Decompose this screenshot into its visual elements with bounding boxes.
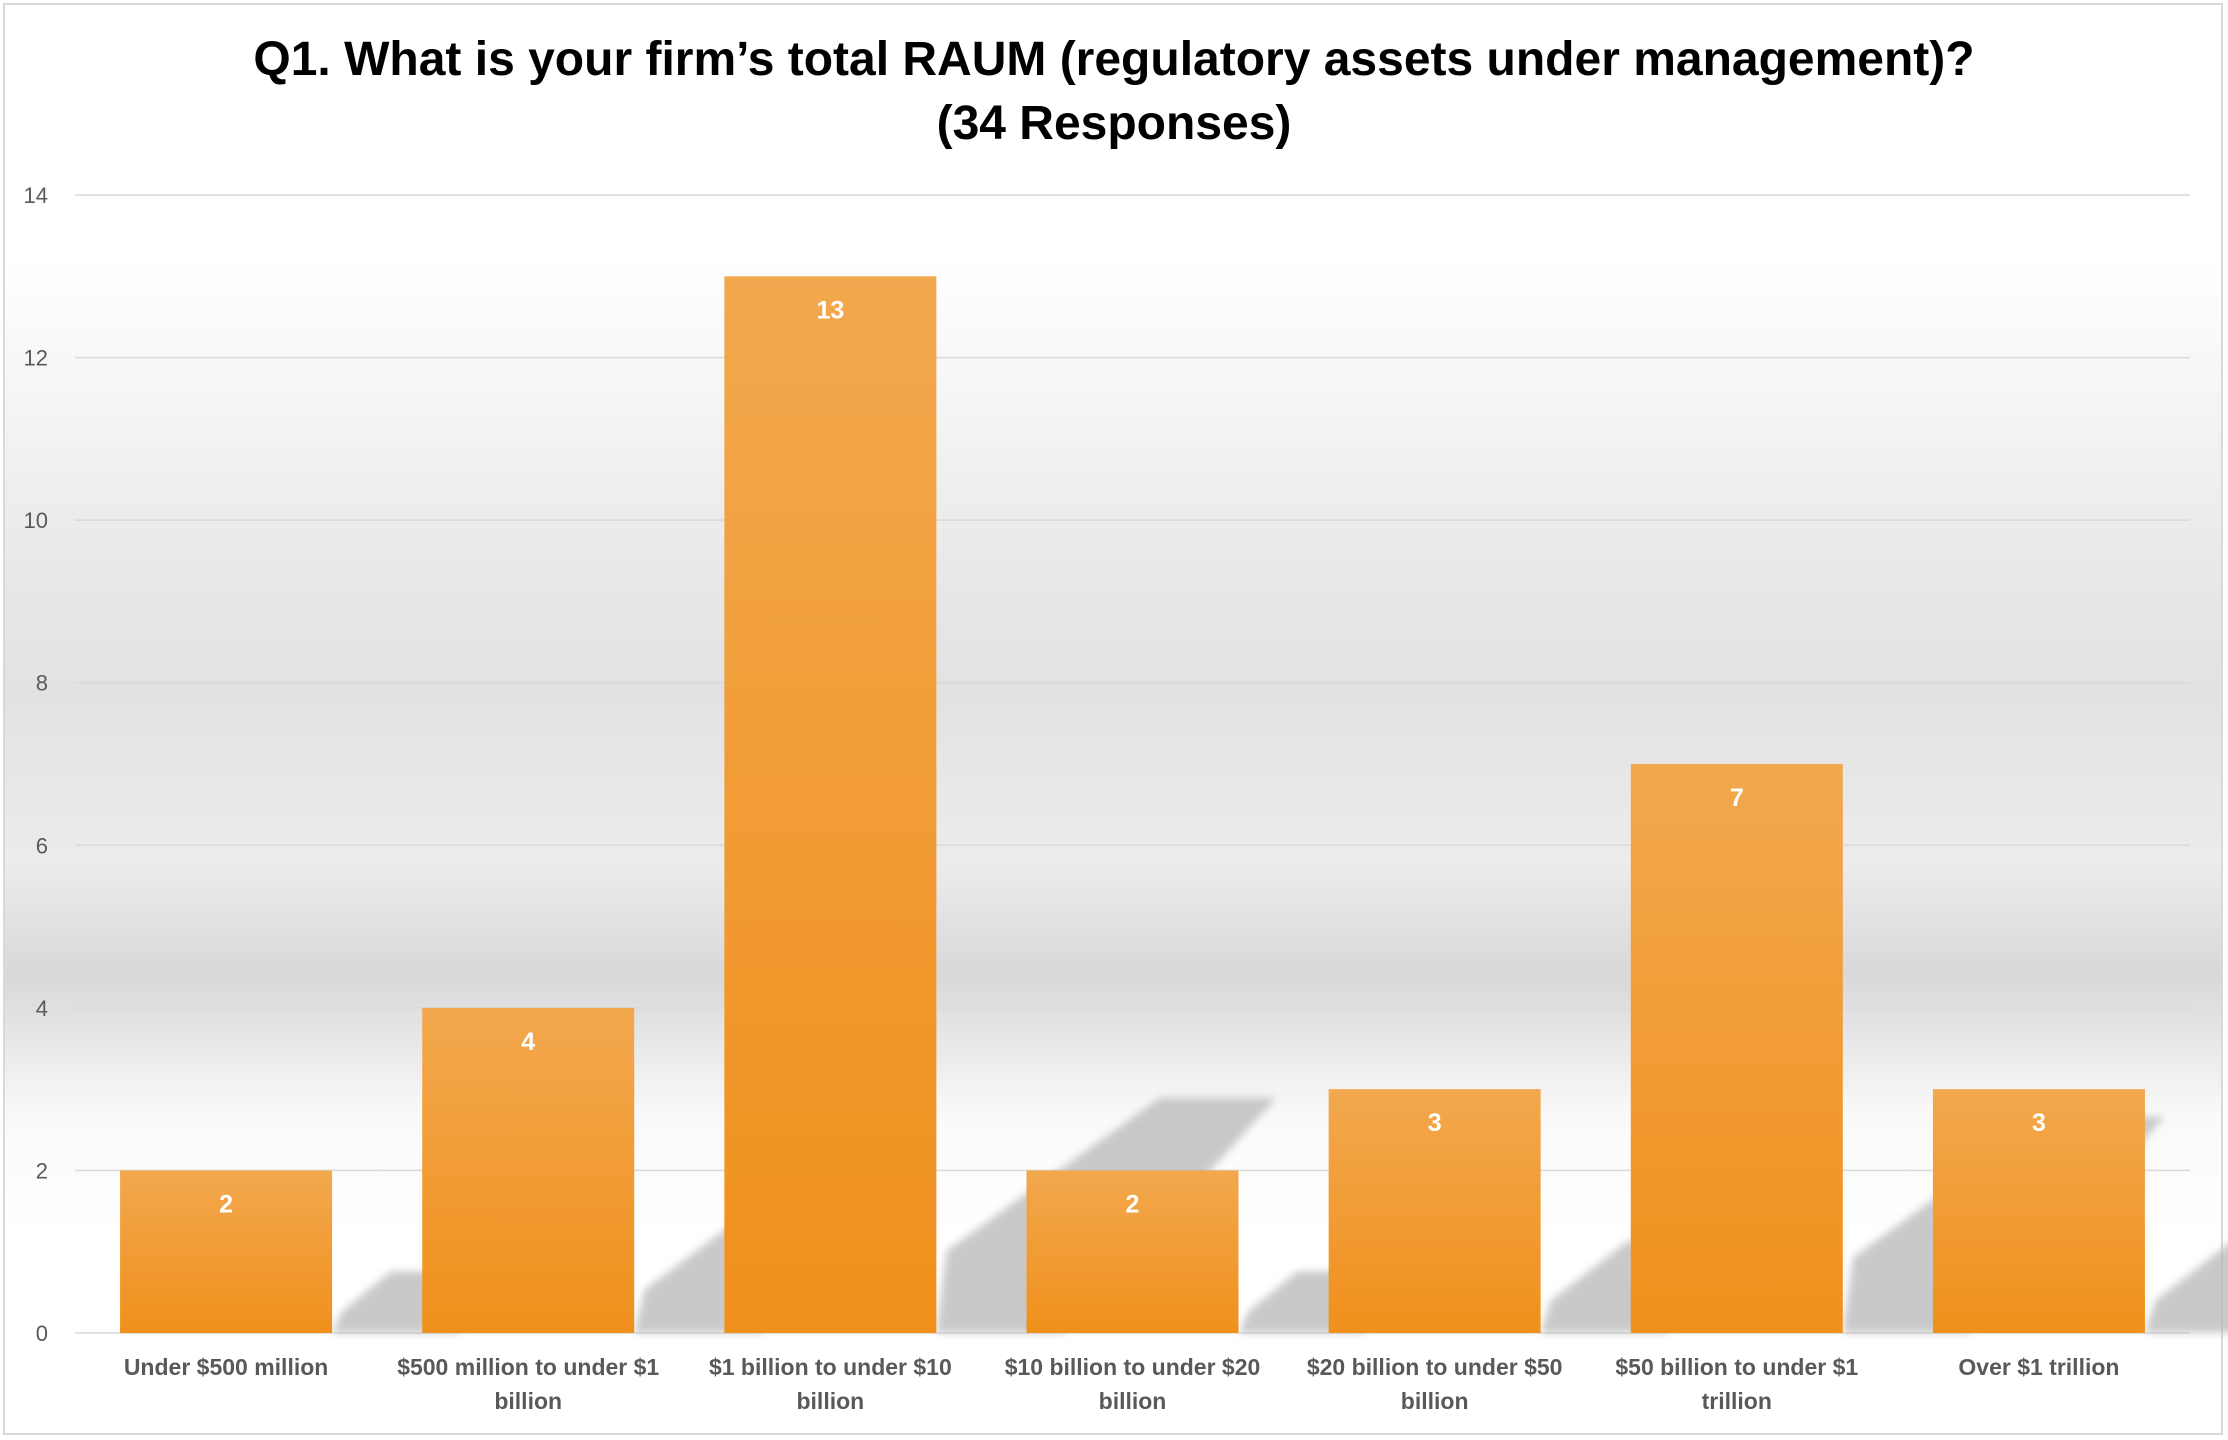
category-label: $500 million to under $1: [397, 1354, 659, 1380]
bar-shadow: [2144, 1244, 2228, 1333]
y-tick-label: 12: [24, 346, 48, 371]
category-label: billion: [1401, 1388, 1469, 1414]
category-label: trillion: [1702, 1388, 1772, 1414]
data-label: 3: [2032, 1109, 2046, 1137]
y-tick-label: 8: [36, 671, 48, 696]
chart-title-line: Q1. What is your firm’s total RAUM (regu…: [253, 33, 1975, 86]
y-tick-label: 10: [24, 508, 48, 533]
y-tick-label: 2: [36, 1158, 48, 1183]
y-tick-label: 6: [36, 833, 48, 858]
category-label: $20 billion to under $50: [1307, 1354, 1563, 1380]
category-label: $10 billion to under $20: [1005, 1354, 1261, 1380]
bar: [1932, 1089, 2145, 1333]
labels: 0 2 4 6 8 10 12 14 2 Under $500 million 4 $500 mill…: [24, 183, 2120, 1414]
chart-subtitle: (34 Responses): [936, 97, 1292, 150]
y-tick-label: 0: [36, 1321, 48, 1346]
bar: [724, 276, 937, 1334]
data-label: 4: [521, 1028, 535, 1056]
category-label: billion: [1099, 1388, 1167, 1414]
data-label: 7: [1730, 784, 1744, 812]
category-label: Over $1 trillion: [1958, 1354, 2119, 1380]
category-label: Under $500 million: [124, 1354, 329, 1380]
category-label: billion: [796, 1388, 864, 1414]
data-label: 13: [816, 296, 844, 324]
y-tick-label: 14: [24, 183, 48, 208]
data-label: 2: [1126, 1190, 1140, 1218]
bars: [120, 276, 2145, 1334]
data-label: 2: [219, 1190, 233, 1218]
y-tick-label: 4: [36, 996, 48, 1021]
bar: [120, 1170, 333, 1333]
category-label: billion: [494, 1388, 562, 1414]
bar: [422, 1007, 635, 1333]
category-label: $50 billion to under $1: [1615, 1354, 1858, 1380]
bar: [1026, 1170, 1239, 1333]
data-label: 3: [1428, 1109, 1442, 1137]
bar: [1328, 1089, 1541, 1333]
bar: [1630, 764, 1843, 1333]
category-label: $1 billion to under $10: [709, 1354, 952, 1380]
chart-title: Q1. What is your firm’s total RAUM (regu…: [0, 28, 2228, 156]
